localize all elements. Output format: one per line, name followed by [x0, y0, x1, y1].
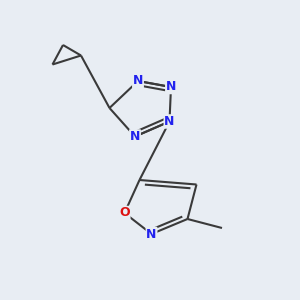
- Text: N: N: [146, 227, 157, 241]
- Text: N: N: [130, 130, 140, 143]
- Text: N: N: [166, 80, 176, 94]
- Text: O: O: [119, 206, 130, 220]
- Text: N: N: [164, 115, 175, 128]
- Text: N: N: [133, 74, 143, 88]
